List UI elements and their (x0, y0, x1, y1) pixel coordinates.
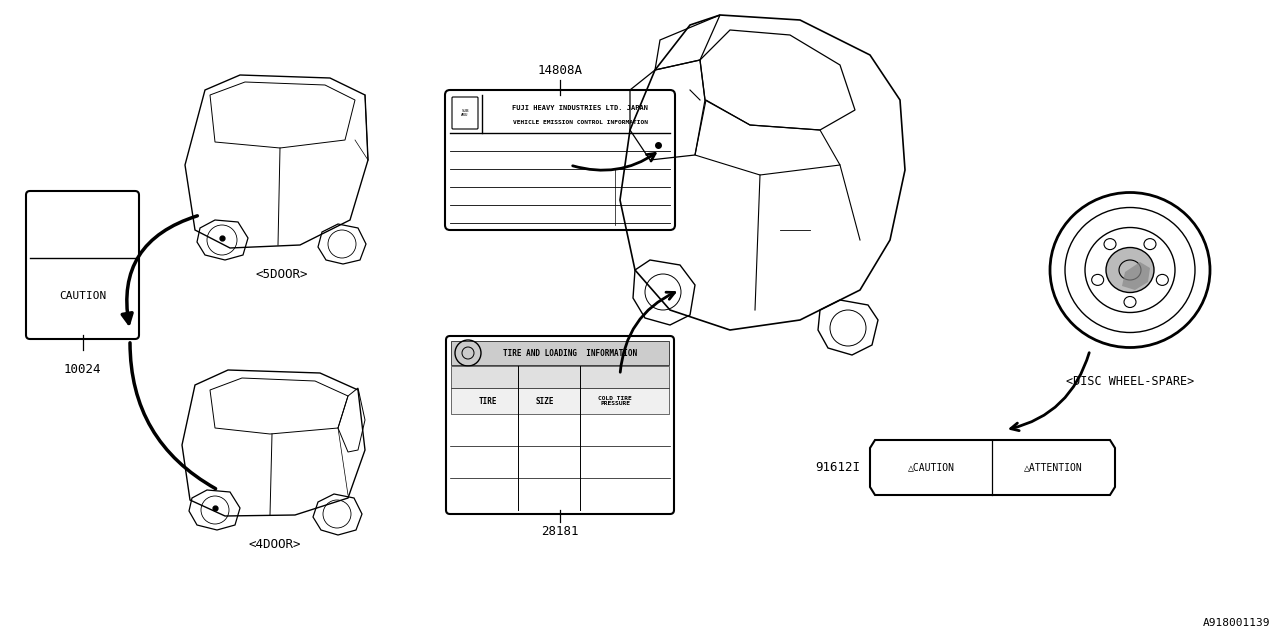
Text: △ATTENTION: △ATTENTION (1024, 462, 1083, 472)
Text: VEHICLE EMISSION CONTROL INFORMATION: VEHICLE EMISSION CONTROL INFORMATION (512, 120, 648, 125)
Text: 14808A: 14808A (538, 64, 582, 77)
Ellipse shape (1144, 239, 1156, 250)
FancyBboxPatch shape (451, 388, 669, 414)
Text: SUB
ARU: SUB ARU (461, 109, 468, 117)
Text: <5DOOR>: <5DOOR> (256, 268, 308, 281)
Ellipse shape (1106, 248, 1155, 292)
Ellipse shape (1124, 296, 1137, 307)
Text: COLD TIRE
PRESSURE: COLD TIRE PRESSURE (598, 396, 632, 406)
Text: <DISC WHEEL-SPARE>: <DISC WHEEL-SPARE> (1066, 375, 1194, 388)
FancyBboxPatch shape (451, 341, 669, 365)
Text: 28181: 28181 (541, 525, 579, 538)
Polygon shape (1123, 262, 1149, 290)
Text: FUJI HEAVY INDUSTRIES LTD. JAPAN: FUJI HEAVY INDUSTRIES LTD. JAPAN (512, 105, 648, 111)
Text: 10024: 10024 (64, 363, 101, 376)
Text: 91612I: 91612I (815, 461, 860, 474)
Text: TIRE: TIRE (479, 397, 497, 406)
Text: CAUTION: CAUTION (59, 291, 106, 301)
Text: △CAUTION: △CAUTION (908, 462, 955, 472)
Ellipse shape (1156, 275, 1169, 285)
Ellipse shape (1092, 275, 1103, 285)
Text: TIRE AND LOADING  INFORMATION: TIRE AND LOADING INFORMATION (503, 349, 637, 358)
Text: A918001139: A918001139 (1202, 618, 1270, 628)
Text: SIZE: SIZE (536, 397, 554, 406)
Text: <4DOOR>: <4DOOR> (248, 538, 301, 551)
Ellipse shape (1105, 239, 1116, 250)
FancyBboxPatch shape (451, 366, 669, 388)
